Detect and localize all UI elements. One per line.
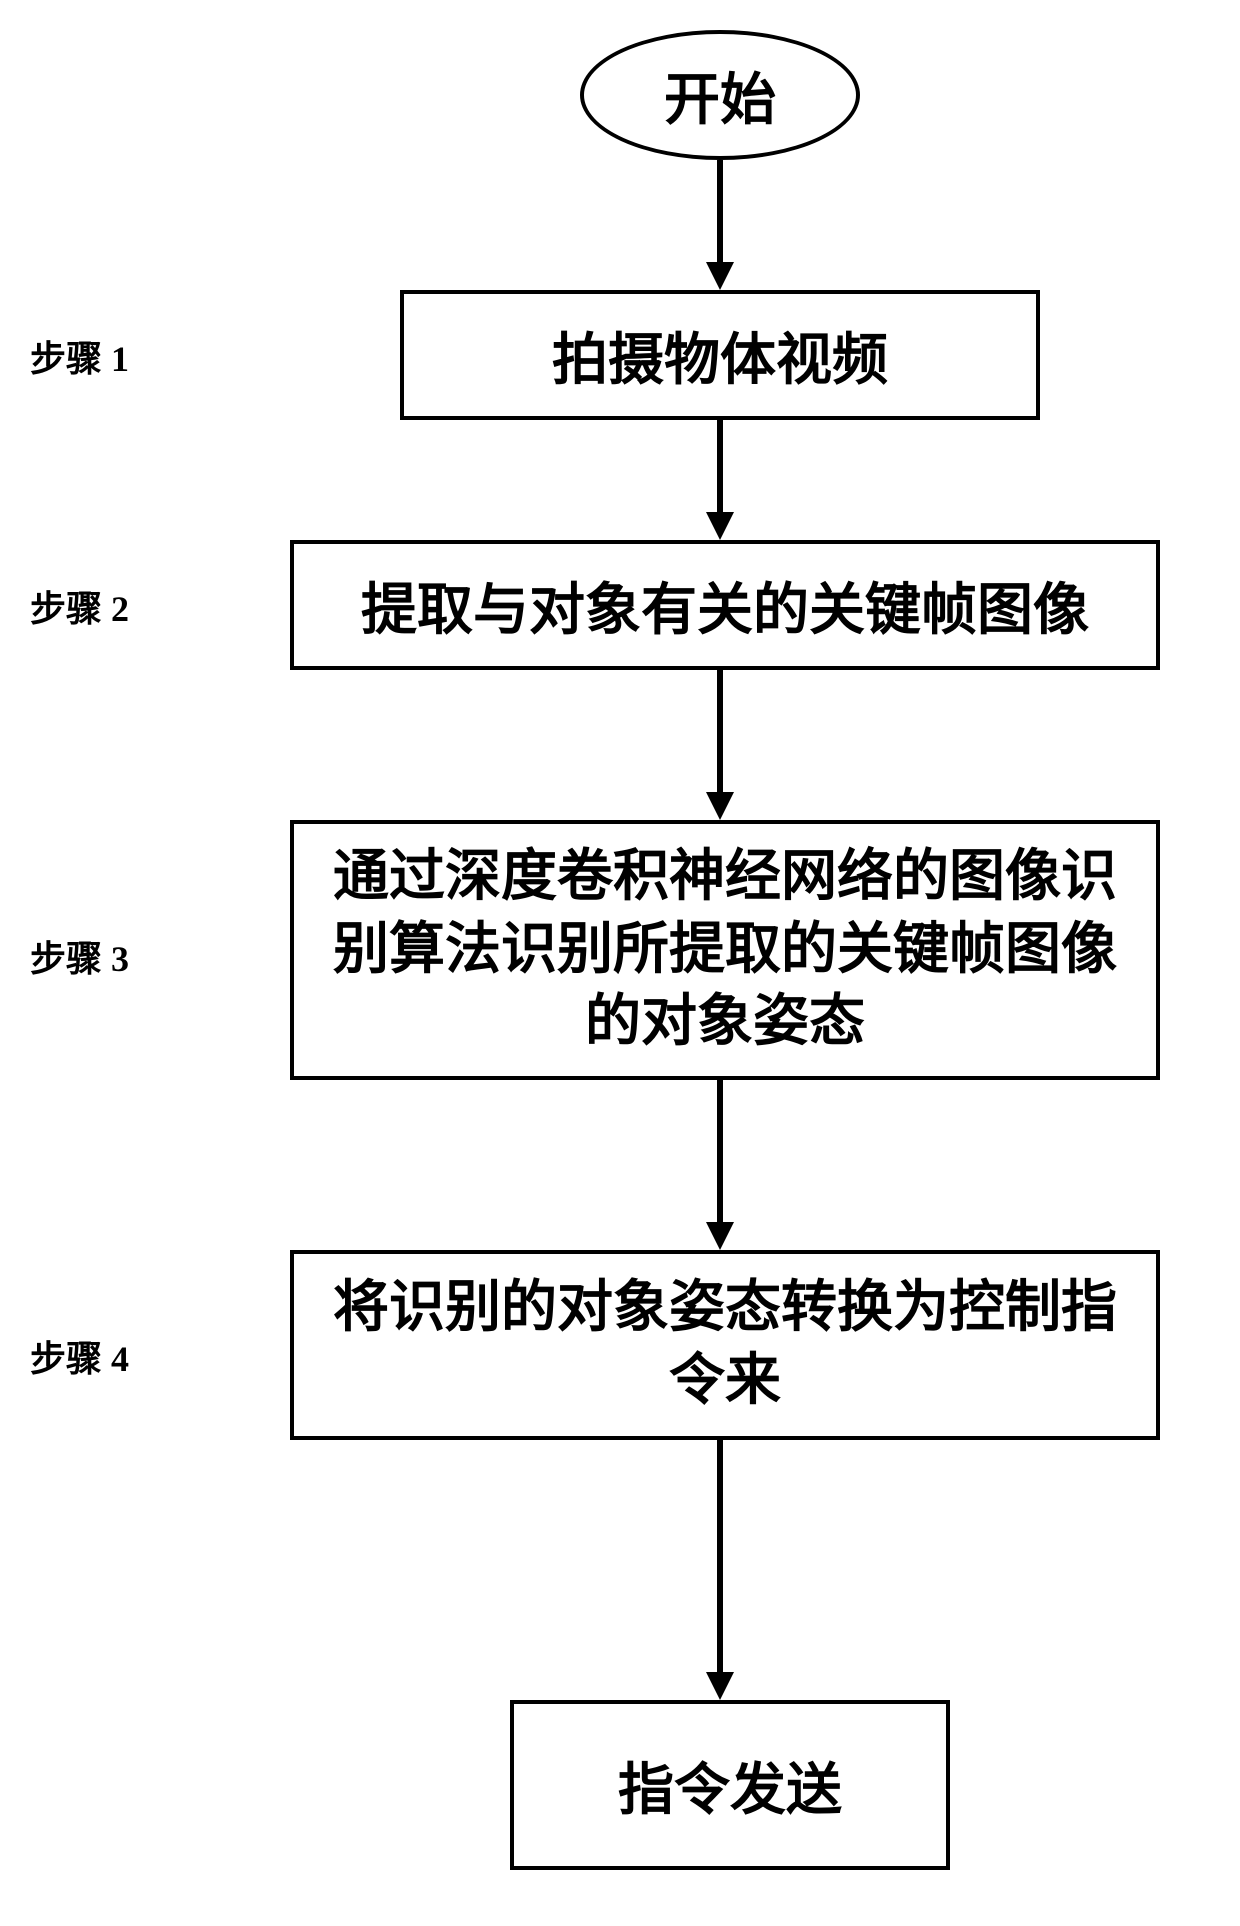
step1-node: 拍摄物体视频 <box>400 290 1040 420</box>
step3-label-text: 步骤 3 <box>30 939 129 979</box>
edge-step2-step3 <box>717 670 723 792</box>
step4-node: 将识别的对象姿态转换为控制指令来 <box>290 1250 1160 1440</box>
edge-step3-step4 <box>717 1080 723 1222</box>
start-node: 开始 <box>580 30 860 160</box>
step2-label: 步骤 2 <box>30 580 129 632</box>
step1-text: 拍摄物体视频 <box>552 315 888 396</box>
step3-text: 通过深度卷积神经网络的图像识别算法识别所提取的关键帧图像的对象姿态 <box>314 841 1136 1059</box>
step2-label-text: 步骤 2 <box>30 589 129 629</box>
arrowhead-step3-step4 <box>706 1222 734 1250</box>
send-text: 指令发送 <box>618 1745 842 1826</box>
arrowhead-step1-step2 <box>706 512 734 540</box>
step4-label-text: 步骤 4 <box>30 1339 129 1379</box>
step4-text: 将识别的对象姿态转换为控制指令来 <box>314 1272 1136 1418</box>
arrowhead-start-step1 <box>706 262 734 290</box>
send-node: 指令发送 <box>510 1700 950 1870</box>
edge-step1-step2 <box>717 420 723 512</box>
edge-step4-send <box>717 1440 723 1672</box>
start-label: 开始 <box>664 55 776 136</box>
arrowhead-step2-step3 <box>706 792 734 820</box>
step3-label: 步骤 3 <box>30 930 129 982</box>
step2-text: 提取与对象有关的关键帧图像 <box>361 565 1089 646</box>
step1-label: 步骤 1 <box>30 330 129 382</box>
step3-node: 通过深度卷积神经网络的图像识别算法识别所提取的关键帧图像的对象姿态 <box>290 820 1160 1080</box>
arrowhead-step4-send <box>706 1672 734 1700</box>
step1-label-text: 步骤 1 <box>30 339 129 379</box>
step4-label: 步骤 4 <box>30 1330 129 1382</box>
step2-node: 提取与对象有关的关键帧图像 <box>290 540 1160 670</box>
flowchart-container: 开始 拍摄物体视频 提取与对象有关的关键帧图像 通过深度卷积神经网络的图像识别算… <box>0 0 1240 1926</box>
edge-start-step1 <box>717 160 723 262</box>
